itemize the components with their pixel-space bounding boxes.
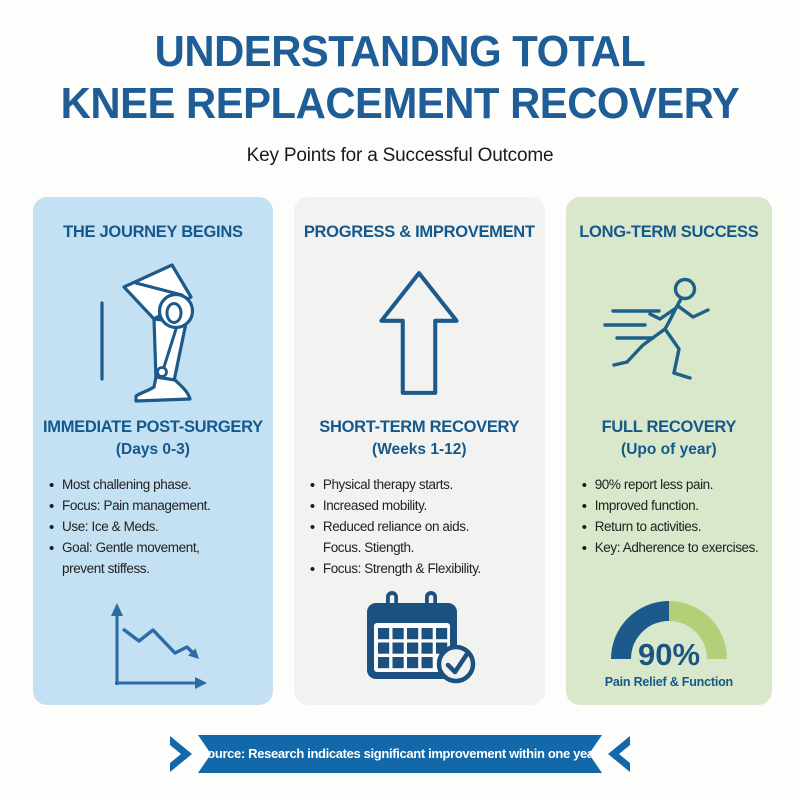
card-short-term-recovery: PROGRESS & IMPROVEMENT SHORT-TERM RECOVE…	[293, 196, 545, 705]
bullet-item: Focus: Pain management.	[47, 495, 263, 518]
knee-leg-icon	[88, 250, 218, 418]
bullet-item: Physical therapy starts.	[308, 474, 535, 497]
card3-section-note: (Upo of year)	[621, 440, 717, 458]
gauge-label: Pain Relief & Function	[604, 674, 733, 689]
bullet-item: Goal: Gentle movement, prevent stiffess.	[47, 537, 263, 580]
bullet-item: Increased mobility.	[308, 495, 535, 518]
gauge-value: 90%	[638, 637, 700, 672]
bullet-item: Key: Adherence to exercises.	[580, 537, 762, 560]
card1-section-title: IMMEDIATE POST-SURGERY	[43, 417, 263, 436]
bullet-item: Improved function.	[580, 495, 762, 518]
card-immediate-post-surgery: THE JOURNEY BEGINS IMMEDIATE POST-SURGER…	[33, 196, 273, 705]
bullet-item: Focus: Strength & Flexibility.	[308, 558, 535, 581]
running-person-icon	[601, 250, 736, 418]
bullet-item: Return to activities.	[580, 516, 762, 539]
page-subtitle: Key Points for a Successful Outcome	[246, 144, 554, 166]
bullet-item: Use: Ice & Meds.	[47, 516, 263, 539]
card3-bullet-list: 90% report less pain. Improved function.…	[576, 474, 762, 560]
bullet-item: Reduced reliance on aids. Focus. Stiengt…	[308, 516, 535, 559]
card2-section-title: SHORT-TERM RECOVERY	[319, 417, 520, 436]
card2-section-note: (Weeks 1-12)	[372, 440, 467, 458]
up-arrow-icon	[372, 250, 466, 418]
title-line-2: KNEE REPLACEMENT RECOVERY	[60, 78, 740, 128]
calendar-check-icon	[359, 587, 479, 689]
source-text: Source: Research indicates significant i…	[198, 746, 602, 762]
ribbon-right-chevron-icon	[608, 735, 630, 772]
source-ribbon: Source: Research indicates significant i…	[165, 733, 635, 775]
card2-bullet-list: Physical therapy starts. Increased mobil…	[304, 474, 535, 581]
bullet-item: Most challening phase.	[47, 474, 263, 497]
cards-row: THE JOURNEY BEGINS IMMEDIATE POST-SURGER…	[33, 196, 772, 705]
card3-section-title: FULL RECOVERY	[601, 417, 737, 436]
card1-header: THE JOURNEY BEGINS	[63, 222, 243, 241]
card3-header: LONG-TERM SUCCESS	[579, 222, 759, 241]
card2-header: PROGRESS & IMPROVEMENT	[303, 222, 535, 241]
bullet-item: 90% report less pain.	[580, 474, 762, 497]
declining-chart-icon	[95, 597, 210, 689]
ribbon-body	[198, 734, 602, 773]
ribbon-left-chevron-icon	[170, 735, 192, 772]
page-title: UNDERSTANDNG TOTAL KNEE REPLACEMENT RECO…	[20, 26, 780, 130]
card1-bullet-list: Most challening phase. Focus: Pain manag…	[43, 474, 263, 580]
recovery-gauge: 90% Pain Relief & Function	[594, 585, 744, 689]
card1-section-note: (Days 0-3)	[115, 440, 190, 458]
card-long-term-success: LONG-TERM SUCCESS FULL RECOVERY (Up	[565, 196, 772, 705]
title-line-1: UNDERSTANDNG TOTAL	[154, 27, 646, 76]
